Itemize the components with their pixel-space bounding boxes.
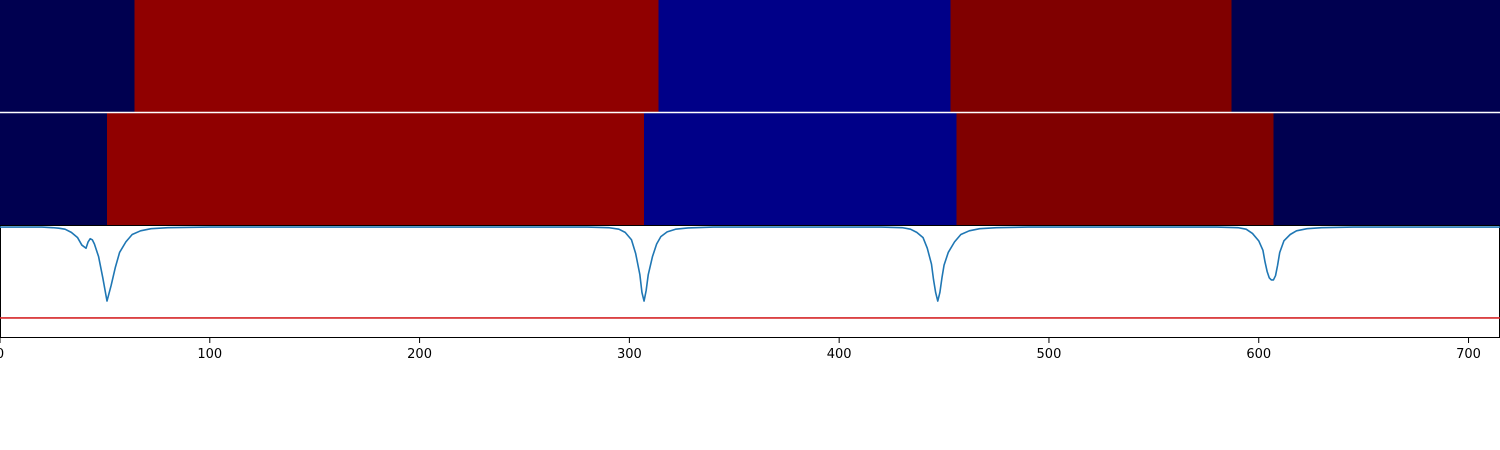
x-tick-label: 400 bbox=[827, 347, 852, 362]
line-panel-bottom bbox=[0, 225, 1500, 338]
heatmap-panel-top bbox=[0, 0, 1500, 113]
x-axis: 0 100 200 300 400 500 600 700 bbox=[0, 338, 1481, 362]
line-panel-frame bbox=[0, 225, 1500, 338]
heatmap-segment bbox=[1273, 112, 1500, 225]
heatmap-panel-middle bbox=[0, 112, 1500, 225]
heatmap-segment bbox=[956, 112, 1275, 225]
heatmap-segment bbox=[0, 0, 135, 113]
heatmap-segment bbox=[658, 0, 951, 113]
x-tick-label: 200 bbox=[407, 347, 432, 362]
x-tick-label: 0 bbox=[0, 347, 4, 362]
x-tick-label: 100 bbox=[197, 347, 222, 362]
heatmap-segment bbox=[1231, 0, 1500, 113]
heatmap-segment bbox=[950, 0, 1233, 113]
x-tick-label: 500 bbox=[1037, 347, 1062, 362]
panel-separators bbox=[0, 111, 1500, 226]
heatmap-segment bbox=[106, 112, 645, 225]
heatmap-segment bbox=[644, 112, 958, 225]
x-tick-label: 300 bbox=[617, 347, 642, 362]
x-tick-label: 700 bbox=[1456, 347, 1481, 362]
signal-line bbox=[0, 226, 1500, 302]
heatmap-segment bbox=[134, 0, 660, 113]
heatmap-segment bbox=[0, 112, 108, 225]
x-tick-label: 600 bbox=[1246, 347, 1271, 362]
